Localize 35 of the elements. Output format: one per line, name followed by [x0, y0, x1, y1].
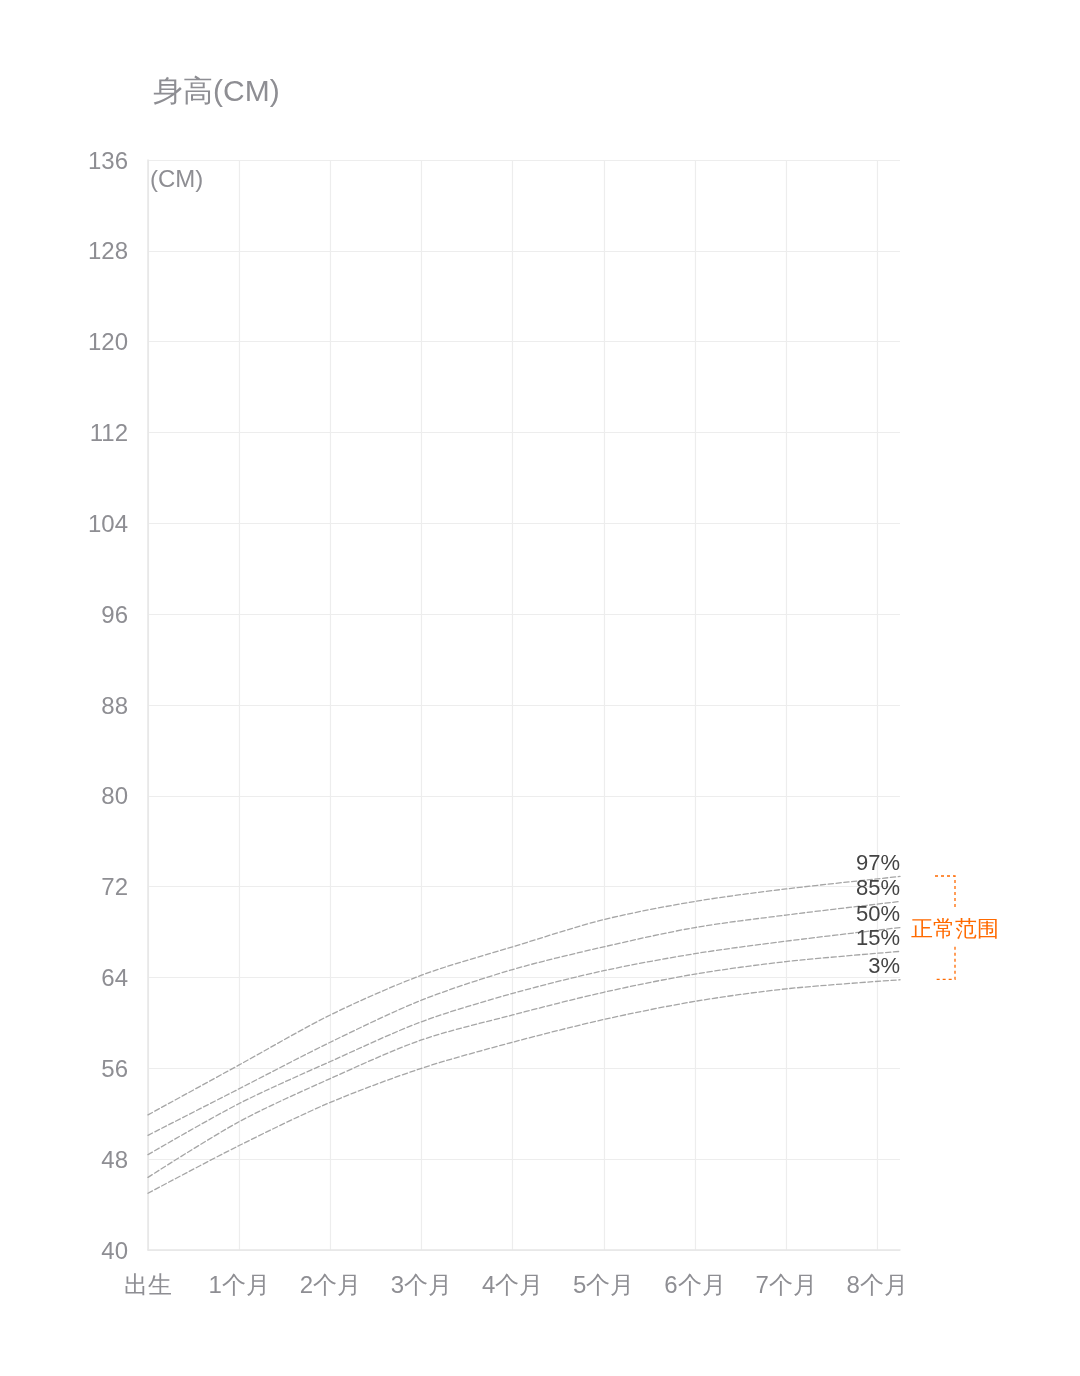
x-tick-label: 1个月 [208, 1270, 270, 1298]
x-tick-label: 5个月 [573, 1270, 635, 1298]
y-tick-label: 96 [101, 600, 128, 628]
line-series [147, 900, 901, 1136]
line-series [147, 979, 901, 1194]
x-tick-label: 6个月 [664, 1270, 726, 1298]
y-tick-label: 48 [101, 1145, 128, 1173]
y-tick-label: 112 [89, 419, 128, 446]
line-series [147, 875, 901, 1116]
x-tick-label: 7个月 [755, 1270, 817, 1298]
y-tick-label: 104 [87, 509, 128, 537]
series-label: 85% [855, 874, 900, 900]
y-tick-label: 120 [87, 328, 128, 356]
y-tick-label: 88 [101, 691, 128, 719]
y-tick-label: 56 [101, 1054, 128, 1082]
y-tick-label: 40 [101, 1236, 128, 1264]
line-series [147, 926, 901, 1156]
y-axis-title: (CM) [150, 164, 204, 192]
x-tick-label: 出生 [124, 1270, 172, 1298]
x-tick-label: 2个月 [299, 1270, 361, 1298]
x-tick-label: 8个月 [846, 1270, 908, 1298]
y-tick-label: 128 [87, 237, 128, 265]
x-tick-label: 3个月 [390, 1270, 453, 1298]
y-tick-label: 72 [101, 873, 128, 901]
chart-title: 身高(CM) [153, 73, 280, 107]
x-tick-label: 4个月 [481, 1270, 544, 1298]
y-tick-label: 64 [101, 964, 128, 991]
text: 正常范围 [911, 915, 999, 941]
series-label: 50% [855, 901, 900, 927]
series-label: 3% [868, 953, 900, 979]
series-label: 97% [855, 849, 900, 875]
y-tick-label: 136 [87, 146, 128, 174]
series-label: 15% [855, 924, 900, 950]
y-tick-label: 80 [101, 782, 128, 810]
line-series [147, 950, 901, 1178]
